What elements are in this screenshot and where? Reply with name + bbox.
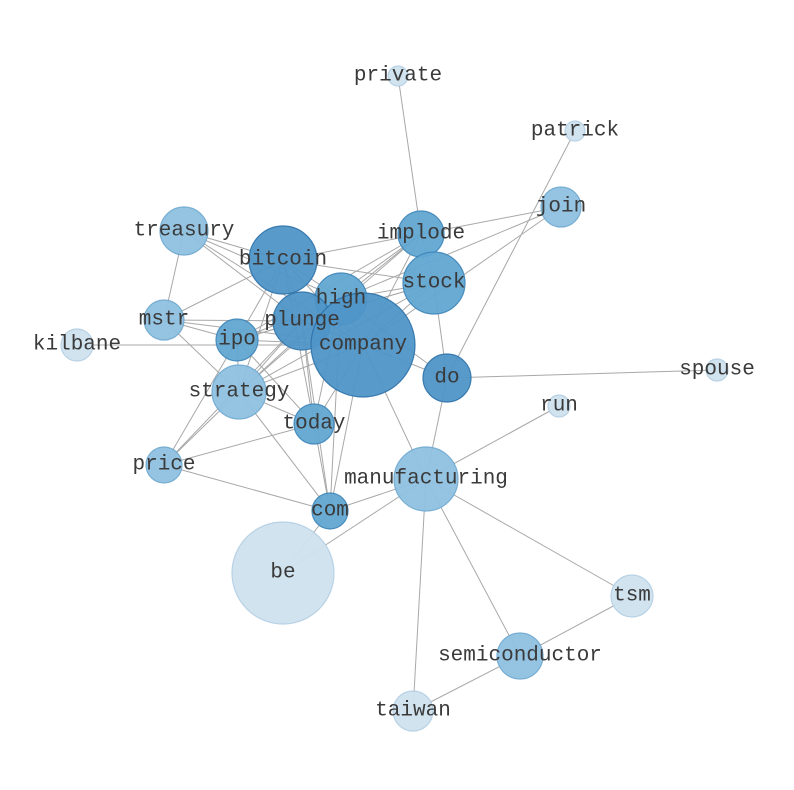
svg-text:bitcoin: bitcoin	[239, 249, 327, 272]
svg-text:do: do	[434, 367, 459, 390]
svg-text:be: be	[270, 562, 295, 585]
svg-text:private: private	[354, 65, 442, 88]
svg-text:high: high	[316, 288, 366, 311]
svg-text:stock: stock	[402, 272, 465, 295]
svg-text:implode: implode	[377, 223, 465, 246]
svg-text:mstr: mstr	[139, 309, 189, 332]
svg-text:taiwan: taiwan	[375, 700, 451, 723]
svg-text:join: join	[536, 196, 586, 219]
svg-text:manufacturing: manufacturing	[344, 468, 508, 491]
svg-text:spouse: spouse	[679, 359, 755, 382]
svg-text:treasury: treasury	[134, 220, 235, 243]
svg-text:semiconductor: semiconductor	[438, 645, 602, 668]
svg-text:strategy: strategy	[189, 381, 290, 404]
svg-text:patrick: patrick	[531, 120, 619, 143]
svg-text:kilbane: kilbane	[33, 334, 121, 357]
svg-text:plunge: plunge	[264, 310, 340, 333]
svg-text:ipo: ipo	[218, 329, 256, 352]
svg-text:run: run	[540, 395, 578, 418]
svg-text:today: today	[282, 413, 345, 436]
svg-text:tsm: tsm	[613, 585, 651, 608]
svg-text:company: company	[319, 334, 407, 357]
svg-text:price: price	[132, 454, 195, 477]
svg-text:com: com	[311, 500, 349, 523]
